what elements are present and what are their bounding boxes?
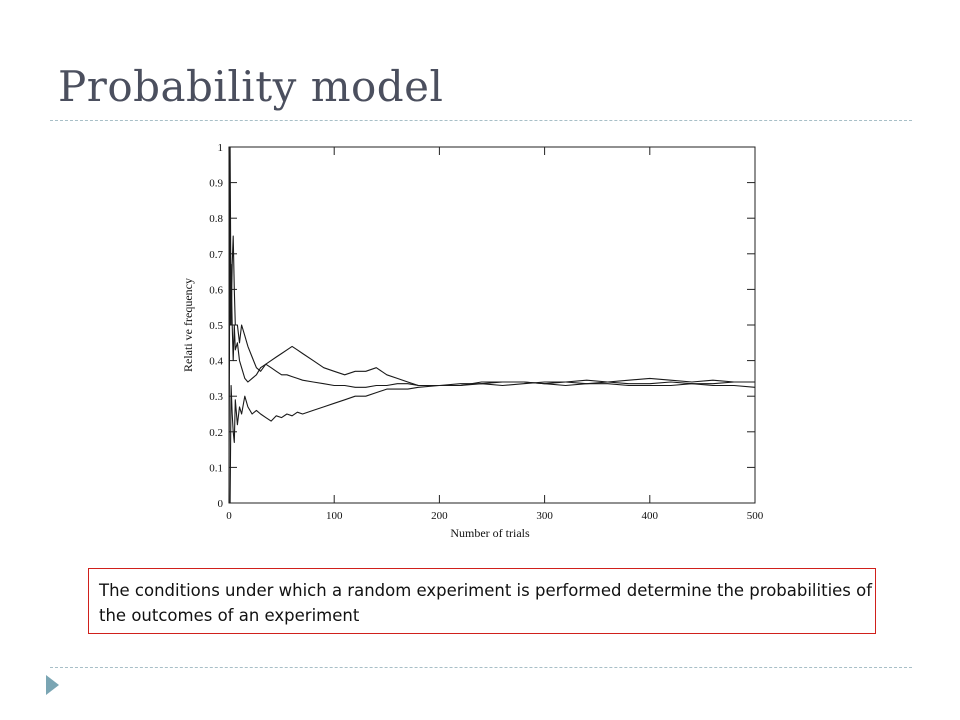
y-tick-label: 0.7 bbox=[209, 249, 223, 261]
x-tick-label: 200 bbox=[431, 510, 448, 522]
y-tick-label: 0.8 bbox=[209, 213, 223, 225]
x-tick-label: 500 bbox=[747, 510, 764, 522]
y-tick-label: 1 bbox=[218, 142, 224, 154]
y-tick-label: 0.2 bbox=[209, 427, 223, 439]
bullet-arrow-icon bbox=[46, 675, 59, 695]
plot-frame bbox=[228, 146, 756, 504]
x-tick-label: 400 bbox=[642, 510, 659, 522]
y-tick-label: 0.1 bbox=[209, 462, 223, 474]
slide-title: Probability model bbox=[58, 62, 444, 111]
y-tick-label: 0.4 bbox=[209, 356, 223, 368]
title-divider bbox=[50, 120, 912, 121]
callout-text: The conditions under which a random expe… bbox=[88, 568, 876, 634]
y-tick-label: 0.3 bbox=[209, 391, 223, 403]
x-tick-label: 100 bbox=[326, 510, 343, 522]
y-tick-label: 0 bbox=[218, 498, 224, 510]
series-line-2 bbox=[228, 146, 756, 388]
relative-frequency-chart: 0 100 200 300 400 500 0 0.1 0.2 0.3 0.4 0.5 0.6 0.7 0.… bbox=[181, 142, 764, 540]
series-line-3 bbox=[229, 381, 755, 504]
y-tick-label: 0.5 bbox=[209, 320, 223, 332]
x-axis-title: Number of trials bbox=[450, 526, 530, 540]
footer-divider bbox=[50, 667, 912, 668]
y-axis-title: Relati ve frequency bbox=[181, 278, 195, 372]
x-tick-label: 300 bbox=[536, 510, 553, 522]
y-tick-label: 0.6 bbox=[209, 284, 223, 296]
y-tick-label: 0.9 bbox=[209, 178, 223, 190]
x-tick-label: 0 bbox=[226, 510, 232, 522]
series-line-1 bbox=[228, 146, 755, 504]
